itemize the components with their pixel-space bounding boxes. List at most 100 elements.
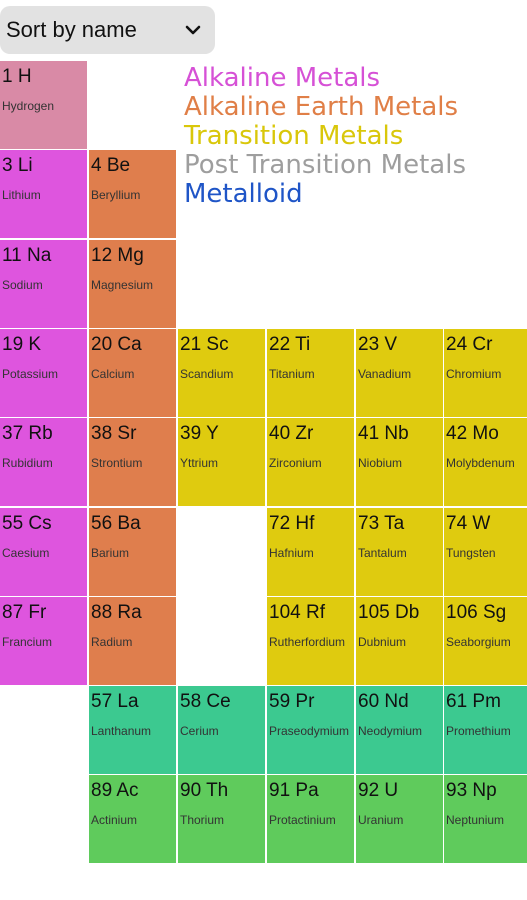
element-name: Yttrium: [180, 456, 219, 470]
element-symbol: 24 Cr: [446, 334, 493, 355]
element-name: Scandium: [180, 367, 234, 381]
element-name: Tantalum: [358, 546, 407, 560]
element-cell[interactable]: 22 Ti Titanium: [267, 329, 354, 417]
element-symbol: 58 Ce: [180, 691, 231, 712]
element-cell[interactable]: 93 Np Neptunium: [444, 775, 527, 863]
element-symbol: 41 Nb: [358, 423, 409, 444]
element-name: Lanthanum: [91, 724, 152, 738]
element-cell[interactable]: 3 Li Lithium: [0, 150, 87, 238]
element-symbol: 11 Na: [2, 245, 52, 266]
element-cell[interactable]: 57 La Lanthanum: [89, 686, 176, 774]
element-cell[interactable]: 89 Ac Actinium: [89, 775, 176, 863]
element-name: Neodymium: [358, 724, 423, 738]
element-cell[interactable]: 38 Sr Strontium: [89, 418, 176, 506]
element-name: Lithium: [2, 188, 41, 202]
element-cell[interactable]: 4 Be Beryllium: [89, 150, 176, 238]
element-cell[interactable]: 60 Nd Neodymium: [356, 686, 443, 774]
element-name: Zirconium: [269, 456, 322, 470]
element-cell[interactable]: 12 Mg Magnesium: [89, 240, 176, 328]
legend-item-post-transition-metals: Post Transition Metals: [184, 150, 466, 180]
element-cell[interactable]: 21 Sc Scandium: [178, 329, 265, 417]
element-symbol: 37 Rb: [2, 423, 53, 444]
element-name: Hydrogen: [2, 99, 55, 113]
element-symbol: 1 H: [2, 66, 32, 87]
element-name: Radium: [91, 635, 133, 649]
element-name: Sodium: [2, 278, 43, 292]
element-symbol: 19 K: [2, 334, 42, 355]
element-name: Titanium: [269, 367, 315, 381]
element-name: Actinium: [91, 813, 138, 827]
element-cell[interactable]: 90 Th Thorium: [178, 775, 265, 863]
element-name: Uranium: [358, 813, 404, 827]
element-name: Beryllium: [91, 188, 141, 202]
element-name: Protactinium: [269, 813, 336, 827]
element-symbol: 23 V: [358, 334, 398, 355]
chevron-down-icon: [183, 20, 203, 40]
element-symbol: 56 Ba: [91, 513, 141, 534]
element-symbol: 22 Ti: [269, 334, 311, 355]
periodic-table-grid: 1 H Hydrogen 3 Li Lithium 4 Be Beryllium 11 Na…: [0, 61, 527, 866]
sort-dropdown[interactable]: Sort by name: [0, 6, 215, 54]
element-cell[interactable]: 1 H Hydrogen: [0, 61, 87, 149]
element-symbol: 105 Db: [358, 602, 420, 623]
element-symbol: 4 Be: [91, 155, 131, 176]
element-symbol: 93 Np: [446, 780, 497, 801]
element-cell[interactable]: 74 W Tungsten: [444, 508, 527, 596]
element-name: Praseodymium: [269, 724, 350, 738]
sort-dropdown-label: Sort by name: [6, 17, 137, 42]
element-name: Magnesium: [91, 278, 154, 292]
element-cell[interactable]: 88 Ra Radium: [89, 597, 176, 685]
element-symbol: 104 Rf: [269, 602, 325, 623]
element-cell[interactable]: 106 Sg Seaborgium: [444, 597, 527, 685]
element-cell[interactable]: 55 Cs Caesium: [0, 508, 87, 596]
element-cell[interactable]: 11 Na Sodium: [0, 240, 87, 328]
element-cell[interactable]: 41 Nb Niobium: [356, 418, 443, 506]
element-symbol: 61 Pm: [446, 691, 501, 712]
legend-item-alkaline-metals: Alkaline Metals: [184, 63, 381, 93]
element-symbol: 91 Pa: [269, 780, 319, 801]
element-name: Dubnium: [358, 635, 407, 649]
element-symbol: 89 Ac: [91, 780, 139, 801]
element-cell[interactable]: 39 Y Yttrium: [178, 418, 265, 506]
element-name: Strontium: [91, 456, 143, 470]
element-symbol: 59 Pr: [269, 691, 315, 712]
element-cell[interactable]: 61 Pm Promethium: [444, 686, 527, 774]
legend-item-alkaline-earth-metals: Alkaline Earth Metals: [184, 92, 459, 122]
element-cell[interactable]: 73 Ta Tantalum: [356, 508, 443, 596]
element-cell[interactable]: 72 Hf Hafnium: [267, 508, 354, 596]
element-symbol: 88 Ra: [91, 602, 142, 623]
element-name: Niobium: [358, 456, 403, 470]
element-name: Neptunium: [446, 813, 505, 827]
element-symbol: 38 Sr: [91, 423, 137, 444]
element-cell[interactable]: 105 Db Dubnium: [356, 597, 443, 685]
element-cell[interactable]: 23 V Vanadium: [356, 329, 443, 417]
element-name: Rubidium: [2, 456, 53, 470]
element-symbol: 72 Hf: [269, 513, 315, 534]
element-cell[interactable]: 42 Mo Molybdenum: [444, 418, 527, 506]
element-name: Caesium: [2, 546, 50, 560]
element-cell[interactable]: 37 Rb Rubidium: [0, 418, 87, 506]
element-cell[interactable]: 87 Fr Francium: [0, 597, 87, 685]
element-cell[interactable]: 19 K Potassium: [0, 329, 87, 417]
element-symbol: 92 U: [358, 780, 399, 801]
element-name: Chromium: [446, 367, 502, 381]
element-name: Barium: [91, 546, 130, 560]
element-name: Francium: [2, 635, 53, 649]
element-symbol: 39 Y: [180, 423, 219, 444]
element-cell[interactable]: 92 U Uranium: [356, 775, 443, 863]
element-cell[interactable]: 56 Ba Barium: [89, 508, 176, 596]
element-symbol: 90 Th: [180, 780, 229, 801]
element-name: Cerium: [180, 724, 219, 738]
element-symbol: 60 Nd: [358, 691, 409, 712]
element-symbol: 20 Ca: [91, 334, 142, 355]
element-name: Vanadium: [358, 367, 412, 381]
element-cell[interactable]: 40 Zr Zirconium: [267, 418, 354, 506]
element-cell[interactable]: 24 Cr Chromium: [444, 329, 527, 417]
element-cell[interactable]: 58 Ce Cerium: [178, 686, 265, 774]
element-symbol: 74 W: [446, 513, 491, 534]
element-cell[interactable]: 20 Ca Calcium: [89, 329, 176, 417]
element-cell[interactable]: 59 Pr Praseodymium: [267, 686, 354, 774]
element-cell[interactable]: 104 Rf Rutherfordium: [267, 597, 354, 685]
legend-item-transition-metals: Transition Metals: [184, 121, 404, 151]
element-cell[interactable]: 91 Pa Protactinium: [267, 775, 354, 863]
